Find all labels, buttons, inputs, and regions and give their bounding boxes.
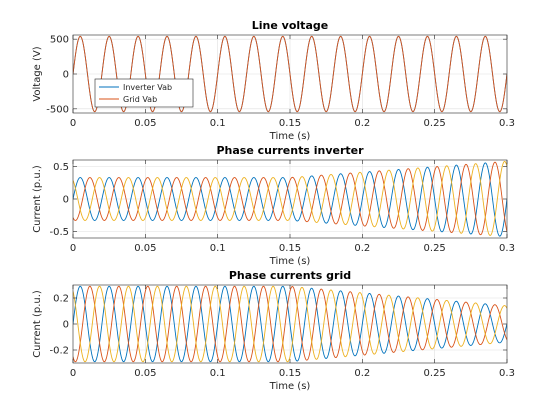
x-tick-label: 0.3: [499, 243, 515, 254]
x-tick-label: 0: [70, 118, 76, 129]
y-tick-label: 0.2: [53, 294, 69, 305]
x-axis-label: Time (s): [269, 131, 311, 142]
x-tick-label: 0.05: [134, 368, 156, 379]
series-line-2: [73, 161, 507, 236]
legend: Inverter Vab Grid Vab: [94, 78, 194, 108]
chart-title: Phase currents grid: [229, 269, 351, 282]
x-tick-label: 0.25: [424, 368, 446, 379]
x-tick-label: 0.15: [279, 368, 301, 379]
series-line-1: [73, 35, 507, 113]
x-tick-label: 0.1: [210, 118, 226, 129]
x-tick-label: 0.3: [499, 368, 515, 379]
legend-entry: Grid Vab: [123, 95, 157, 104]
y-tick-label: -500: [46, 104, 69, 115]
series-line-1: [73, 161, 507, 236]
series-line-0: [73, 285, 507, 363]
chart-title: Phase currents inverter: [216, 144, 364, 157]
chart-title: Line voltage: [252, 19, 328, 32]
x-tick-label: 0.3: [499, 118, 515, 129]
x-tick-label: 0.2: [354, 243, 370, 254]
legend-entry: Inverter Vab: [123, 83, 172, 92]
y-tick-label: 0: [63, 320, 69, 331]
series-line-2: [73, 285, 507, 363]
y-tick-label: 0: [63, 70, 69, 81]
y-axis-label: Current (p.u.): [32, 290, 43, 358]
legend-box: [94, 78, 194, 108]
x-tick-label: 0.05: [134, 243, 156, 254]
x-tick-label: 0.1: [210, 243, 226, 254]
y-tick-label: -0.2: [49, 346, 69, 357]
y-axis-label: Current (p.u.): [32, 165, 43, 233]
x-tick-label: 0.25: [424, 243, 446, 254]
x-axis-label: Time (s): [269, 381, 311, 392]
y-tick-label: 0: [63, 195, 69, 206]
series-line-0: [73, 162, 507, 237]
y-tick-label: 500: [50, 35, 69, 46]
x-tick-label: 0: [70, 243, 76, 254]
y-axis-label: Voltage (V): [32, 46, 43, 101]
y-tick-label: -0.5: [49, 227, 69, 238]
x-tick-label: 0.25: [424, 118, 446, 129]
x-tick-label: 0.2: [354, 368, 370, 379]
x-tick-label: 0.15: [279, 118, 301, 129]
x-tick-label: 0.05: [134, 118, 156, 129]
x-tick-label: 0.2: [354, 118, 370, 129]
series-line-1: [73, 285, 507, 363]
x-tick-label: 0.1: [210, 368, 226, 379]
x-axis-label: Time (s): [269, 256, 311, 267]
x-tick-label: 0.15: [279, 243, 301, 254]
y-tick-label: 0.5: [53, 162, 69, 173]
x-tick-label: 0: [70, 368, 76, 379]
